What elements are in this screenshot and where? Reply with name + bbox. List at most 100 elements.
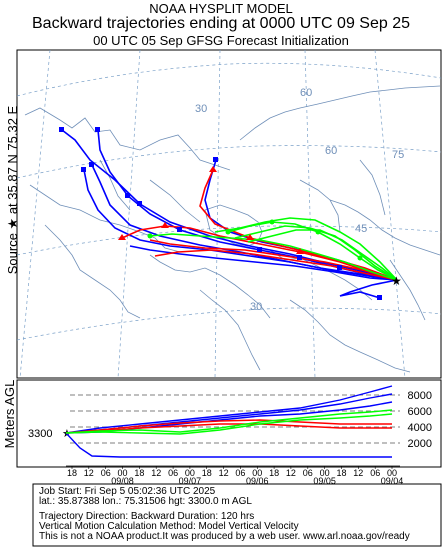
source-star-map: ★ [391,274,402,288]
meridian-line [117,49,141,379]
x-date-tick: 09/06 [246,476,269,486]
vprofile-green [65,409,393,434]
coastline [149,254,271,319]
x-date-tick: 09/05 [313,476,336,486]
x-hour-tick: 18 [134,468,144,478]
marker-red [246,234,254,240]
coastline [329,199,441,256]
x-hour-tick: 00 [252,468,262,478]
coastline [44,224,141,319]
x-hour-tick: 12 [84,468,94,478]
x-hour-tick: 12 [286,468,296,478]
border-line [359,159,386,216]
marker-blue [89,162,94,167]
trajectory-red [149,239,398,281]
grid-label-60b: 60 [325,145,337,157]
meridian-line [374,49,406,379]
marker-blue [95,127,100,132]
job-start: Job Start: Fri Sep 5 05:02:36 UTC 2025 [39,486,216,497]
disclaimer: This is not a NOAA product.It was produc… [39,531,410,542]
marker-blue [257,247,262,252]
marker-green [269,219,275,225]
y-tick-2000: 2000 [408,438,432,450]
y-tick-6000: 6000 [408,406,432,418]
grid-label-60: 60 [300,87,312,99]
x-hour-tick: 06 [168,468,178,478]
trajectory-red [121,225,398,281]
footer-frame [32,483,442,547]
border-line [149,179,201,223]
x-hour-tick: 18 [336,468,346,478]
marker-blue [377,295,382,300]
y-tick-8000: 8000 [408,390,432,402]
parallel-line [16,145,442,179]
start-height-label: 3300 [28,428,52,440]
x-date-tick: 09/08 [111,476,134,486]
x-hour-tick: 18 [269,468,279,478]
marker-blue [137,201,142,206]
title-init: 00 UTC 05 Sep GFSG Forecast Initializati… [93,33,349,48]
border-line [299,179,341,233]
trajectory-green [149,233,398,281]
map-frame [16,49,442,379]
trajectory-blue [83,169,398,281]
parallel-line [16,62,442,97]
coastline [24,107,231,171]
parallel-line [16,225,442,256]
marker-blue [59,127,64,132]
grid-label-75: 75 [392,149,404,161]
trajectory-blue [129,245,398,281]
coastline [239,85,441,141]
x-hour-tick: 06 [370,468,380,478]
x-date-tick: 09/07 [179,476,202,486]
marker-green [315,229,321,235]
trajectory-red [154,249,398,281]
trajectory-green [247,229,398,281]
border-line [389,259,426,321]
trajectory-blue [339,279,398,299]
grid-label-30: 30 [195,103,207,115]
x-hour-tick: 00 [387,468,397,478]
x-hour-tick: 00 [185,468,195,478]
x-hour-tick: 12 [353,468,363,478]
meridian-line [214,49,221,379]
footer-info: Job Start: Fri Sep 5 05:02:36 UTC 2025 l… [39,487,435,542]
marker-blue [297,255,302,260]
marker-red [296,248,304,254]
trajectory-markers [59,127,382,300]
vprofile-blue [65,385,393,434]
source-coordinates: lat.: 35.87388 lon.: 75.31506 hgt: 3300.… [39,496,252,507]
trajectory-blue [61,129,398,281]
x-hour-tick: 00 [320,468,330,478]
coastline [289,299,411,373]
marker-blue [213,157,218,162]
trajectories-vertical [65,385,393,458]
title-model: NOAA HYSPLIT MODEL [149,1,293,16]
x-hour-tick: 06 [101,468,111,478]
vprofile-red [65,419,392,434]
y-tick-4000: 4000 [408,422,432,434]
meridian-line [19,49,51,379]
marker-red [161,222,169,228]
x-hour-tick: 18 [202,468,212,478]
marker-blue [81,167,86,172]
grid-label-30b: 30 [250,301,262,313]
marker-green [147,233,153,239]
vertical-motion-method: Vertical Motion Calculation Method: Mode… [39,521,299,532]
meridian-line [304,49,316,379]
marker-blue [337,265,342,270]
grid-label-45: 45 [355,223,367,235]
trajectory-green [214,217,398,281]
marker-red [209,166,217,172]
marker-red [118,234,126,240]
marker-green [225,229,231,235]
vprofile-blue [65,432,392,458]
map-basemap [16,49,442,379]
title-main: Backward trajectories ending at 0000 UTC… [32,15,410,32]
x-hour-tick: 06 [303,468,313,478]
x-date-tick: 09/04 [381,476,404,486]
coastline [199,289,261,371]
parallel-line [16,307,442,341]
trajectory-direction: Trajectory Direction: Backward Duration:… [39,511,255,522]
